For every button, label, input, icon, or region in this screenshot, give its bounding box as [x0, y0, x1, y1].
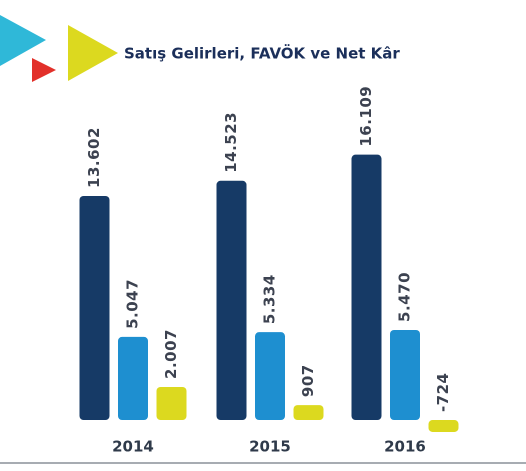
- x-tick-label: 2014: [112, 438, 154, 456]
- value-label: -724: [434, 373, 452, 413]
- value-label: 5.470: [396, 272, 414, 322]
- value-label: 14.523: [222, 112, 240, 173]
- bar: [118, 336, 148, 421]
- value-label: 2.007: [162, 329, 180, 379]
- decor-triangle: [0, 15, 46, 66]
- chart-title: Satış Gelirleri, FAVÖK ve Net Kâr: [124, 44, 400, 63]
- x-tick-label: 2016: [384, 438, 426, 456]
- bar: [79, 195, 110, 421]
- bar: [156, 386, 187, 421]
- bar: [428, 420, 459, 432]
- value-label: 13.602: [85, 127, 103, 188]
- value-label: 5.047: [124, 279, 142, 329]
- bar: [293, 405, 324, 421]
- x-tick-label: 2015: [249, 438, 291, 456]
- bar: [390, 329, 420, 421]
- bar: [351, 154, 382, 421]
- bar: [255, 332, 285, 421]
- value-label: 907: [299, 364, 317, 397]
- decor-triangle: [32, 58, 56, 82]
- decor-triangle: [68, 25, 118, 81]
- value-label: 16.109: [357, 86, 375, 147]
- value-label: 5.334: [261, 274, 279, 324]
- bar: [216, 180, 247, 421]
